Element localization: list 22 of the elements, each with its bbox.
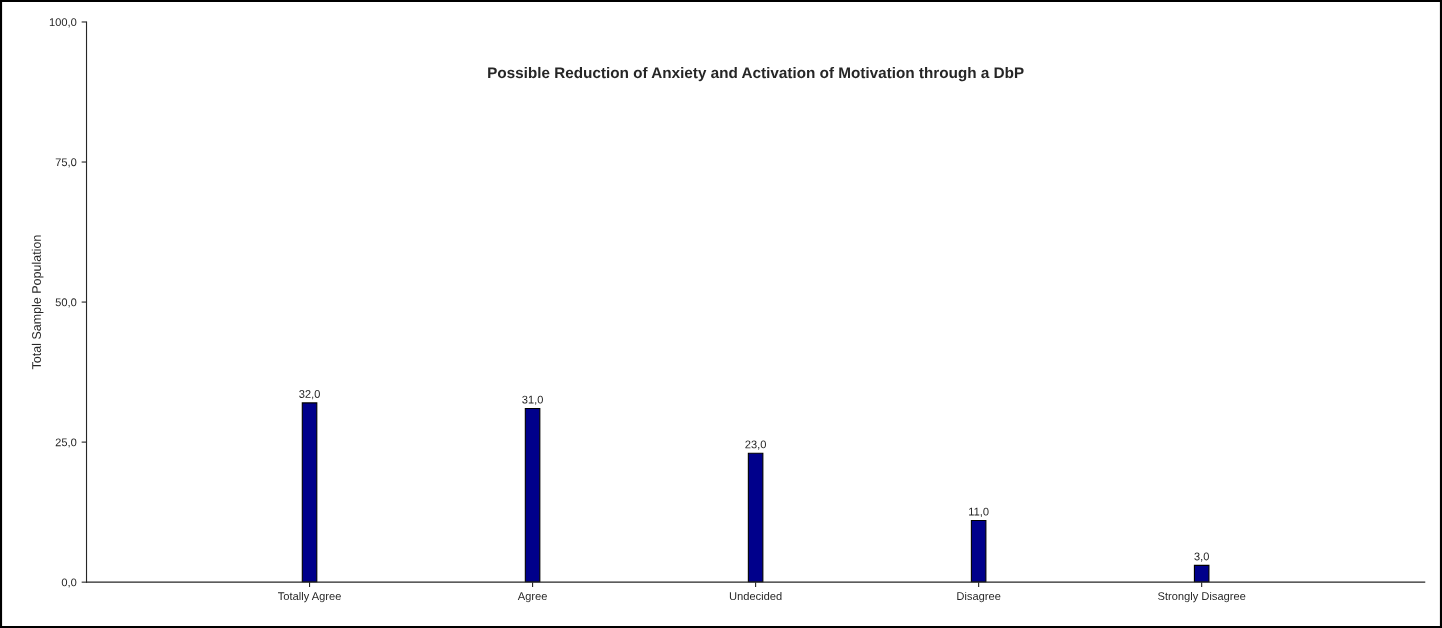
data-label: 32,0 [299,390,320,400]
x-tick-label: Strongly Disagree [1158,591,1246,603]
x-tick-label: Undecided [729,591,782,601]
y-axis-title: Total Sample Population [31,235,44,370]
data-label: 11,0 [969,507,989,517]
data-label: 3,0 [1194,552,1209,562]
x-tick-label: Totally Agree [277,591,341,603]
bar [970,519,987,583]
data-label: 23,0 [745,440,766,450]
x-tick-label: Agree [517,592,547,603]
y-tick-label: 100,0 [49,18,77,28]
bar [301,402,318,583]
y-tick-label: 75,0 [55,158,77,168]
text: Possible Reduction of Anxiety and Activation of Motivation through a DbP [488,66,1024,82]
y-tick-label: 0,0 [61,578,77,588]
y-tick-label: 50,0 [55,298,77,308]
bar [1193,564,1210,583]
x-tick-label: Disagree [957,591,1001,603]
y-tick-label: 25,0 [55,438,77,448]
data-label: 31,0 [522,395,543,405]
bar [747,452,764,583]
bar [524,407,541,583]
